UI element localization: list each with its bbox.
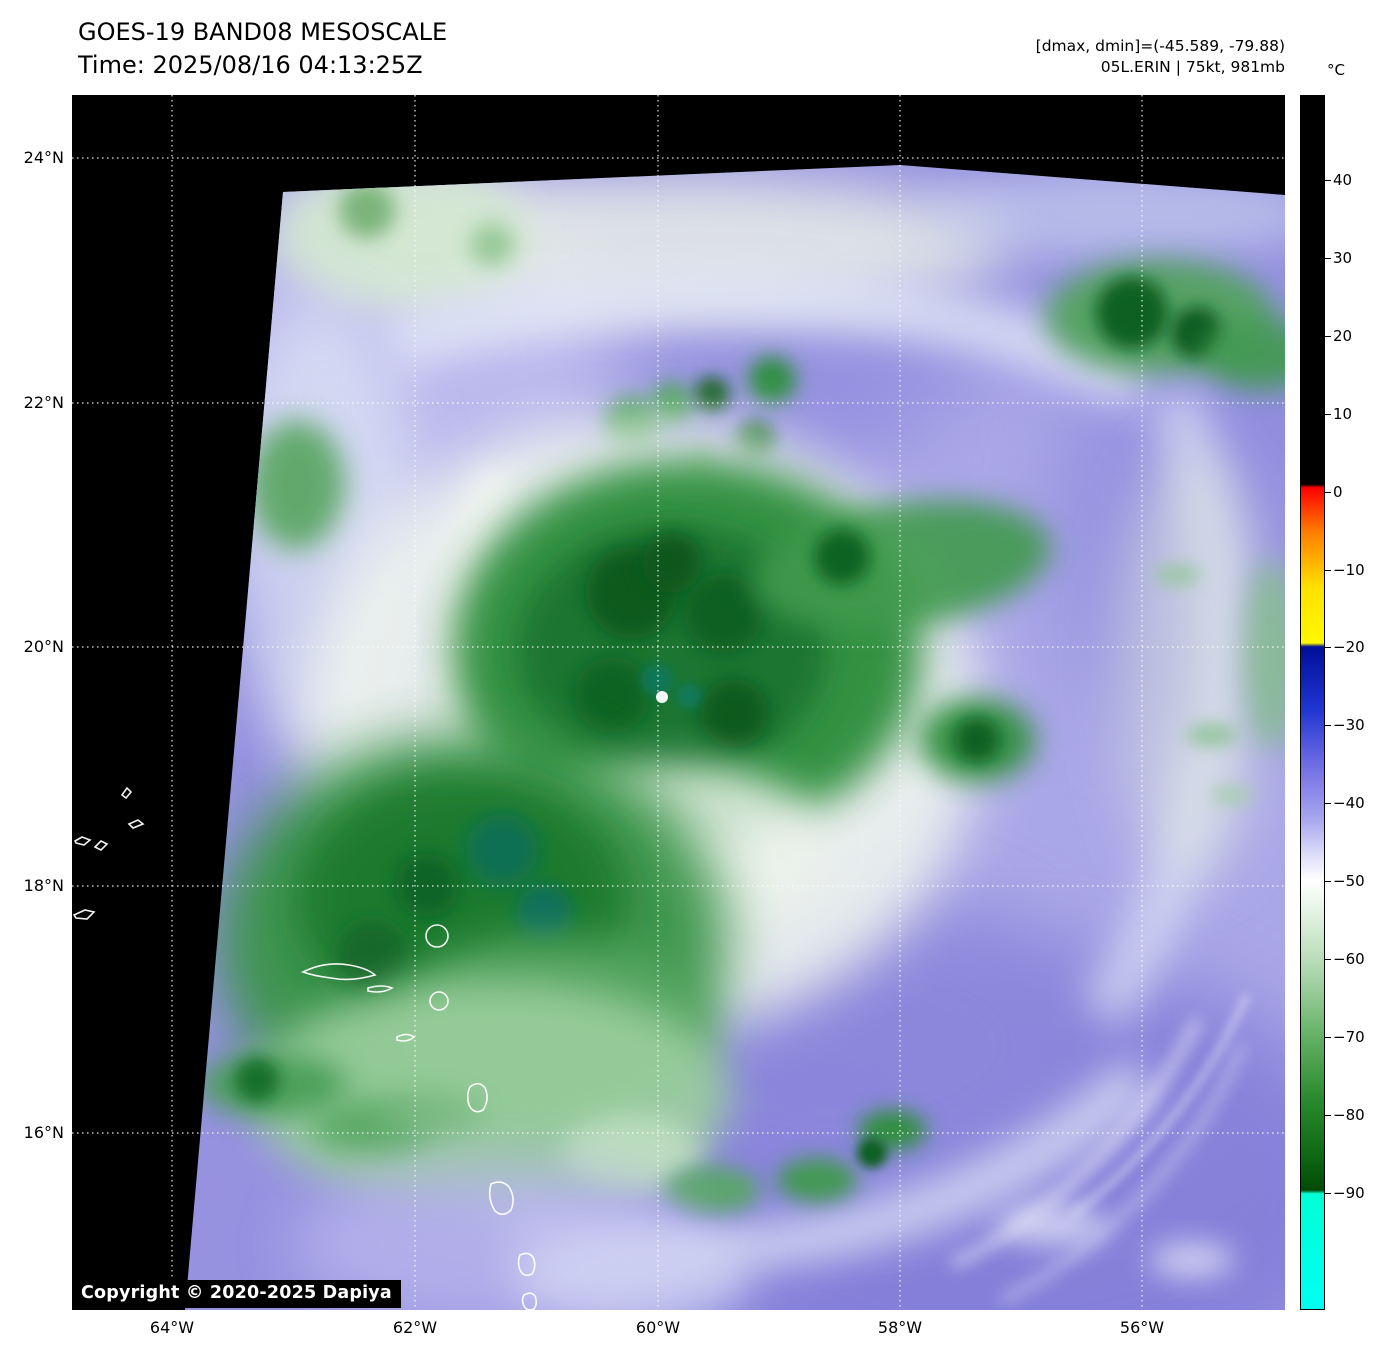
colorbar-tick-label: −60 [1325,950,1365,969]
colorbar-tick-label: 20 [1324,326,1353,345]
imagery-swath [185,165,1285,1310]
hurricane-imagery [72,95,1285,1310]
copyright-badge: Copyright © 2020-2025 Dapiya [75,1280,401,1308]
colorbar-tick-label: −50 [1325,872,1365,891]
lon-tick-label: 58°W [877,1318,923,1337]
header-right: [dmax, dmin]=(-45.589, -79.88) 05L.ERIN … [1036,36,1285,78]
lon-tick-label: 56°W [1119,1318,1165,1337]
storm-readout: 05L.ERIN | 75kt, 981mb [1100,58,1285,76]
lat-tick-label: 18°N [23,876,64,895]
colorbar-tick-label: −20 [1325,638,1365,657]
colorbar [1300,95,1325,1310]
satellite-map: Copyright © 2020-2025 Dapiya [72,95,1285,1310]
colorbar-tick-label: −40 [1325,794,1365,813]
lat-tick-label: 16°N [23,1123,64,1142]
colorbar-tick-label: 40 [1324,171,1353,190]
colorbar-tick-label: 30 [1324,249,1353,268]
colorbar-tick-label: −70 [1325,1027,1365,1046]
lon-tick-label: 62°W [392,1318,438,1337]
lon-tick-label: 64°W [149,1318,195,1337]
lat-tick-label: 22°N [23,393,64,412]
storm-eye [656,691,668,703]
colorbar-tick-label: −10 [1325,560,1365,579]
colorbar-tick-label: 10 [1324,404,1353,423]
product-title: GOES-19 BAND08 MESOSCALE [78,18,448,46]
lat-tick-label: 20°N [23,637,64,656]
grid-lines [72,95,1285,1310]
lat-tick-label: 24°N [23,148,64,167]
colorbar-tick-label: −90 [1325,1183,1365,1202]
dmax-dmin-readout: [dmax, dmin]=(-45.589, -79.88) [1035,37,1285,55]
lon-tick-label: 60°W [635,1318,681,1337]
colorbar-tick-label: −30 [1325,716,1365,735]
colorbar-unit-label: °C [1327,61,1345,79]
timestamp: Time: 2025/08/16 04:13:25Z [78,51,423,79]
colorbar-tick-label: −80 [1325,1105,1365,1124]
colorbar-tick-label: 0 [1325,482,1343,501]
coastlines [72,786,538,1310]
header-left: GOES-19 BAND08 MESOSCALE Time: 2025/08/1… [78,16,447,82]
